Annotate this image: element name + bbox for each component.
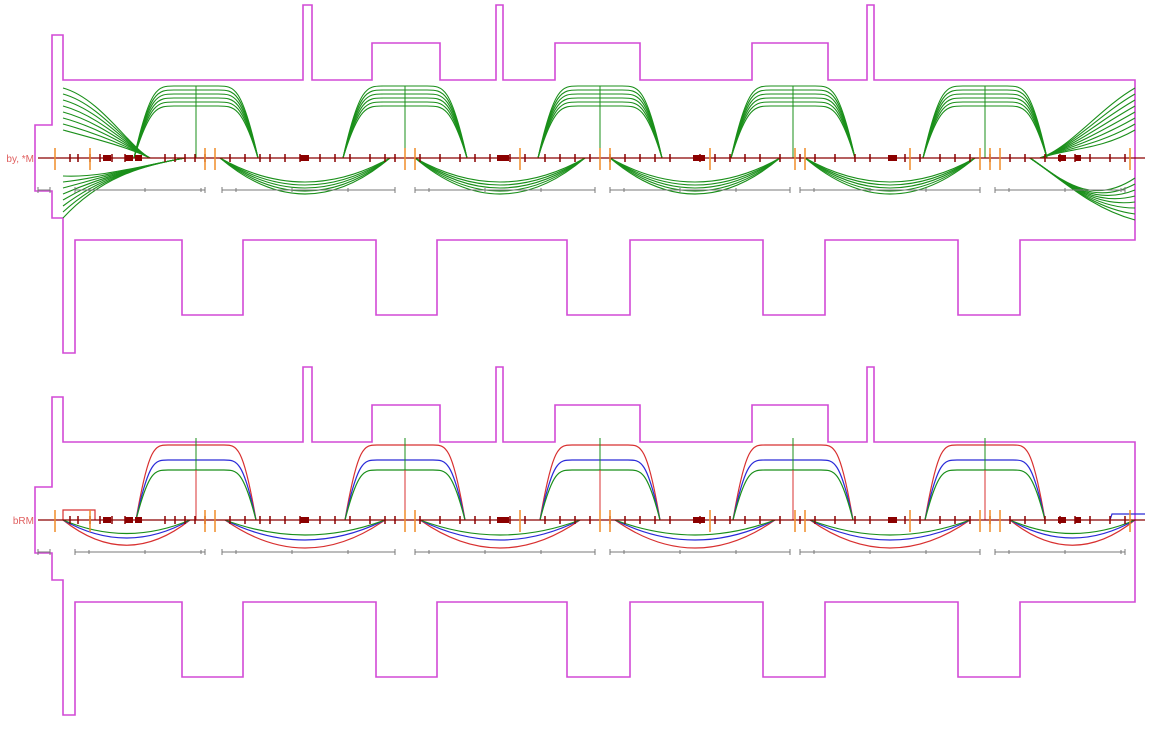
lattice-block <box>1058 155 1066 161</box>
lattice-block <box>888 517 897 523</box>
green-curve <box>804 157 976 183</box>
green-curve <box>1029 157 1136 194</box>
bottom-panel: bRM <box>13 366 1145 716</box>
bottom-envelope-outline <box>34 366 1136 716</box>
optics-curve <box>419 519 581 549</box>
optics-curve <box>224 519 386 541</box>
bottom-scale-bars <box>37 549 1126 555</box>
green-curve <box>62 157 186 177</box>
optics-curve <box>62 519 191 539</box>
bottom-optics-curves <box>62 438 1145 549</box>
lattice-block <box>135 155 142 161</box>
optics-curve <box>224 519 386 549</box>
lattice-block <box>693 155 705 161</box>
lattice-block <box>300 155 309 161</box>
lattice-block <box>693 517 705 523</box>
green-curve <box>609 157 781 192</box>
green-curve <box>219 157 391 183</box>
lattice-block <box>135 517 142 523</box>
green-curve <box>804 157 976 189</box>
top-axis-label: by, *M <box>6 154 34 165</box>
lattice-block <box>1058 517 1066 523</box>
optics-curve <box>224 519 386 536</box>
optics-curve <box>809 519 971 549</box>
green-curve <box>609 157 781 183</box>
green-curve <box>62 129 151 159</box>
green-curve <box>219 157 391 189</box>
green-curve <box>609 157 781 186</box>
green-curve <box>62 123 151 159</box>
top-panel: by, *M <box>6 4 1145 354</box>
green-curve <box>62 157 186 207</box>
lattice-block <box>103 517 111 523</box>
optics-curve <box>614 519 776 549</box>
optics-curve <box>62 519 191 546</box>
green-curve <box>1029 157 1136 209</box>
lattice-block <box>300 517 309 523</box>
green-curve <box>414 157 586 183</box>
lattice-block <box>888 155 897 161</box>
optics-curve <box>809 519 971 536</box>
lattice-block <box>1075 517 1081 523</box>
lattice-block <box>497 155 509 161</box>
lattice-block <box>125 517 133 523</box>
optics-curve <box>62 509 96 520</box>
green-curve <box>804 157 976 186</box>
green-curve <box>414 157 586 189</box>
optics-curve <box>614 519 776 536</box>
optics-curve <box>1009 519 1136 535</box>
green-curve <box>414 157 586 186</box>
optics-curve <box>1009 519 1136 539</box>
bottom-axis-label: bRM <box>13 516 34 527</box>
green-curve <box>1039 99 1136 159</box>
optics-curve <box>419 519 581 536</box>
green-curve <box>414 157 586 192</box>
green-curve <box>1039 129 1136 159</box>
optics-curve <box>419 519 581 541</box>
green-curve <box>804 157 976 192</box>
bottom-lattice-elements <box>54 510 1131 532</box>
green-curve <box>219 157 391 195</box>
optics-curve <box>809 519 971 541</box>
optics-curve <box>1009 519 1136 546</box>
optics-curve <box>62 519 191 535</box>
green-curve <box>414 157 586 195</box>
lattice-block <box>103 155 111 161</box>
optics-curve <box>1109 513 1145 521</box>
green-curve <box>62 157 186 219</box>
green-curve <box>609 157 781 189</box>
lattice-block <box>497 517 509 523</box>
green-curve <box>609 157 781 195</box>
top-envelope-outline <box>34 4 1136 354</box>
green-curve <box>1029 157 1136 192</box>
green-curve <box>219 157 391 192</box>
top-lattice-elements <box>54 148 1131 170</box>
green-curve <box>219 157 391 186</box>
optics-curve <box>614 519 776 541</box>
top-optics-curves <box>62 85 1136 221</box>
lattice-block <box>1075 155 1081 161</box>
green-curve <box>62 157 186 213</box>
lattice-block <box>125 155 133 161</box>
green-curve <box>804 157 976 195</box>
top-scale-bars <box>37 187 1126 193</box>
